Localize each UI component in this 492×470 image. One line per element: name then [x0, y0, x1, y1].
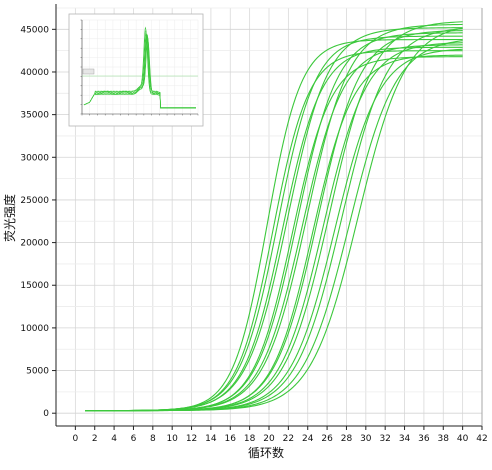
x-tick-label: 30 — [360, 434, 372, 444]
y-tick-label: 5000 — [26, 367, 49, 377]
x-tick-label: 42 — [476, 434, 487, 444]
x-tick-label: 26 — [321, 434, 333, 444]
y-tick-label: 35000 — [20, 111, 49, 121]
x-tick-label: 34 — [399, 434, 411, 444]
x-tick-label: 0 — [72, 434, 78, 444]
x-tick-label: 18 — [244, 434, 256, 444]
y-axis-title: 荧光强度 — [2, 194, 17, 242]
x-tick-label: 14 — [205, 434, 217, 444]
x-tick-label: 40 — [457, 434, 469, 444]
x-tick-label: 32 — [379, 434, 390, 444]
x-tick-label: 28 — [341, 434, 353, 444]
amplification-curve-17 — [85, 27, 463, 412]
y-tick-label: 15000 — [20, 281, 49, 291]
axes — [52, 4, 483, 430]
x-tick-label: 12 — [186, 434, 197, 444]
y-tick-label: 20000 — [20, 239, 49, 249]
y-tick-label: 25000 — [20, 196, 49, 206]
inset-legend-box — [82, 68, 95, 75]
x-tick-label: 8 — [150, 434, 156, 444]
x-tick-label: 10 — [166, 434, 178, 444]
y-tick-label: 40000 — [20, 68, 49, 78]
y-tick-label: 45000 — [20, 25, 49, 35]
y-tick-label: 10000 — [20, 324, 49, 334]
tick-labels: 0 5000 10000 15000 20000 25000 30000 35000 40000… — [20, 25, 487, 444]
y-tick-label: 0 — [43, 409, 49, 419]
series-lines — [85, 21, 463, 412]
x-tick-label: 36 — [418, 434, 430, 444]
x-tick-label: 22 — [283, 434, 294, 444]
x-tick-label: 6 — [131, 434, 137, 444]
inset-melt-curve-8 — [83, 38, 196, 108]
x-tick-label: 24 — [302, 434, 314, 444]
x-tick-label: 2 — [92, 434, 98, 444]
x-tick-label: 20 — [263, 434, 275, 444]
inset-melt-curve-chart — [68, 13, 204, 127]
x-axis-title: 循环数 — [248, 445, 284, 460]
x-tick-label: 4 — [111, 434, 117, 444]
x-tick-label: 16 — [225, 434, 237, 444]
y-tick-label: 30000 — [20, 153, 49, 163]
x-tick-label: 38 — [438, 434, 450, 444]
